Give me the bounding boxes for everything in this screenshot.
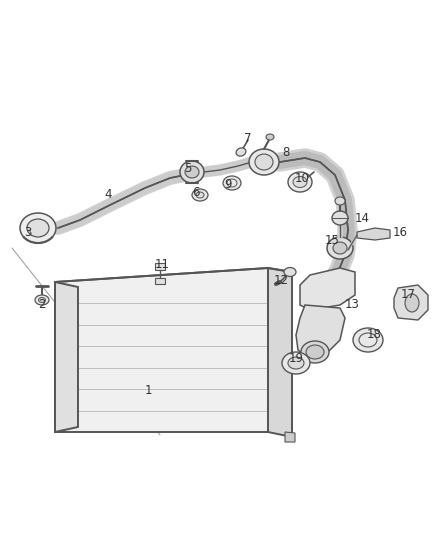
Ellipse shape (335, 197, 345, 205)
Ellipse shape (306, 345, 324, 359)
Text: 9: 9 (224, 179, 232, 191)
Ellipse shape (284, 268, 296, 277)
Ellipse shape (39, 297, 46, 303)
Ellipse shape (180, 161, 204, 183)
Ellipse shape (293, 176, 307, 188)
Ellipse shape (236, 148, 246, 156)
Text: 13: 13 (345, 298, 360, 311)
Polygon shape (55, 282, 78, 432)
Text: 14: 14 (354, 212, 370, 224)
Ellipse shape (27, 219, 49, 237)
Text: 16: 16 (392, 225, 407, 238)
Ellipse shape (288, 172, 312, 192)
Ellipse shape (332, 211, 348, 225)
Ellipse shape (266, 134, 274, 140)
Text: 1: 1 (144, 384, 152, 397)
Ellipse shape (288, 357, 304, 369)
Ellipse shape (301, 341, 329, 363)
Text: 12: 12 (273, 273, 289, 287)
Ellipse shape (353, 328, 383, 352)
Text: 11: 11 (155, 259, 170, 271)
Text: 8: 8 (283, 147, 290, 159)
Text: 6: 6 (192, 185, 200, 198)
Text: 7: 7 (244, 132, 252, 144)
Ellipse shape (255, 154, 273, 170)
Text: 15: 15 (325, 233, 339, 246)
Ellipse shape (249, 149, 279, 175)
Ellipse shape (196, 192, 204, 198)
Ellipse shape (327, 237, 353, 259)
Text: 18: 18 (367, 328, 381, 342)
Ellipse shape (185, 166, 199, 178)
Text: 4: 4 (104, 189, 112, 201)
Text: 2: 2 (38, 298, 46, 311)
Polygon shape (55, 268, 268, 432)
Polygon shape (155, 278, 165, 284)
Polygon shape (357, 228, 390, 240)
Polygon shape (268, 268, 292, 437)
Ellipse shape (333, 242, 347, 254)
Text: 3: 3 (25, 225, 32, 238)
Ellipse shape (35, 295, 49, 305)
Ellipse shape (20, 213, 56, 243)
Ellipse shape (192, 189, 208, 201)
Ellipse shape (282, 352, 310, 374)
Polygon shape (285, 432, 295, 442)
Polygon shape (155, 263, 165, 270)
Ellipse shape (405, 294, 419, 312)
Text: 19: 19 (289, 351, 304, 365)
Text: 5: 5 (184, 161, 192, 174)
Text: 17: 17 (400, 288, 416, 302)
Polygon shape (300, 268, 355, 310)
Text: 10: 10 (295, 172, 309, 184)
Ellipse shape (223, 176, 241, 190)
Polygon shape (296, 305, 345, 358)
Polygon shape (394, 285, 428, 320)
